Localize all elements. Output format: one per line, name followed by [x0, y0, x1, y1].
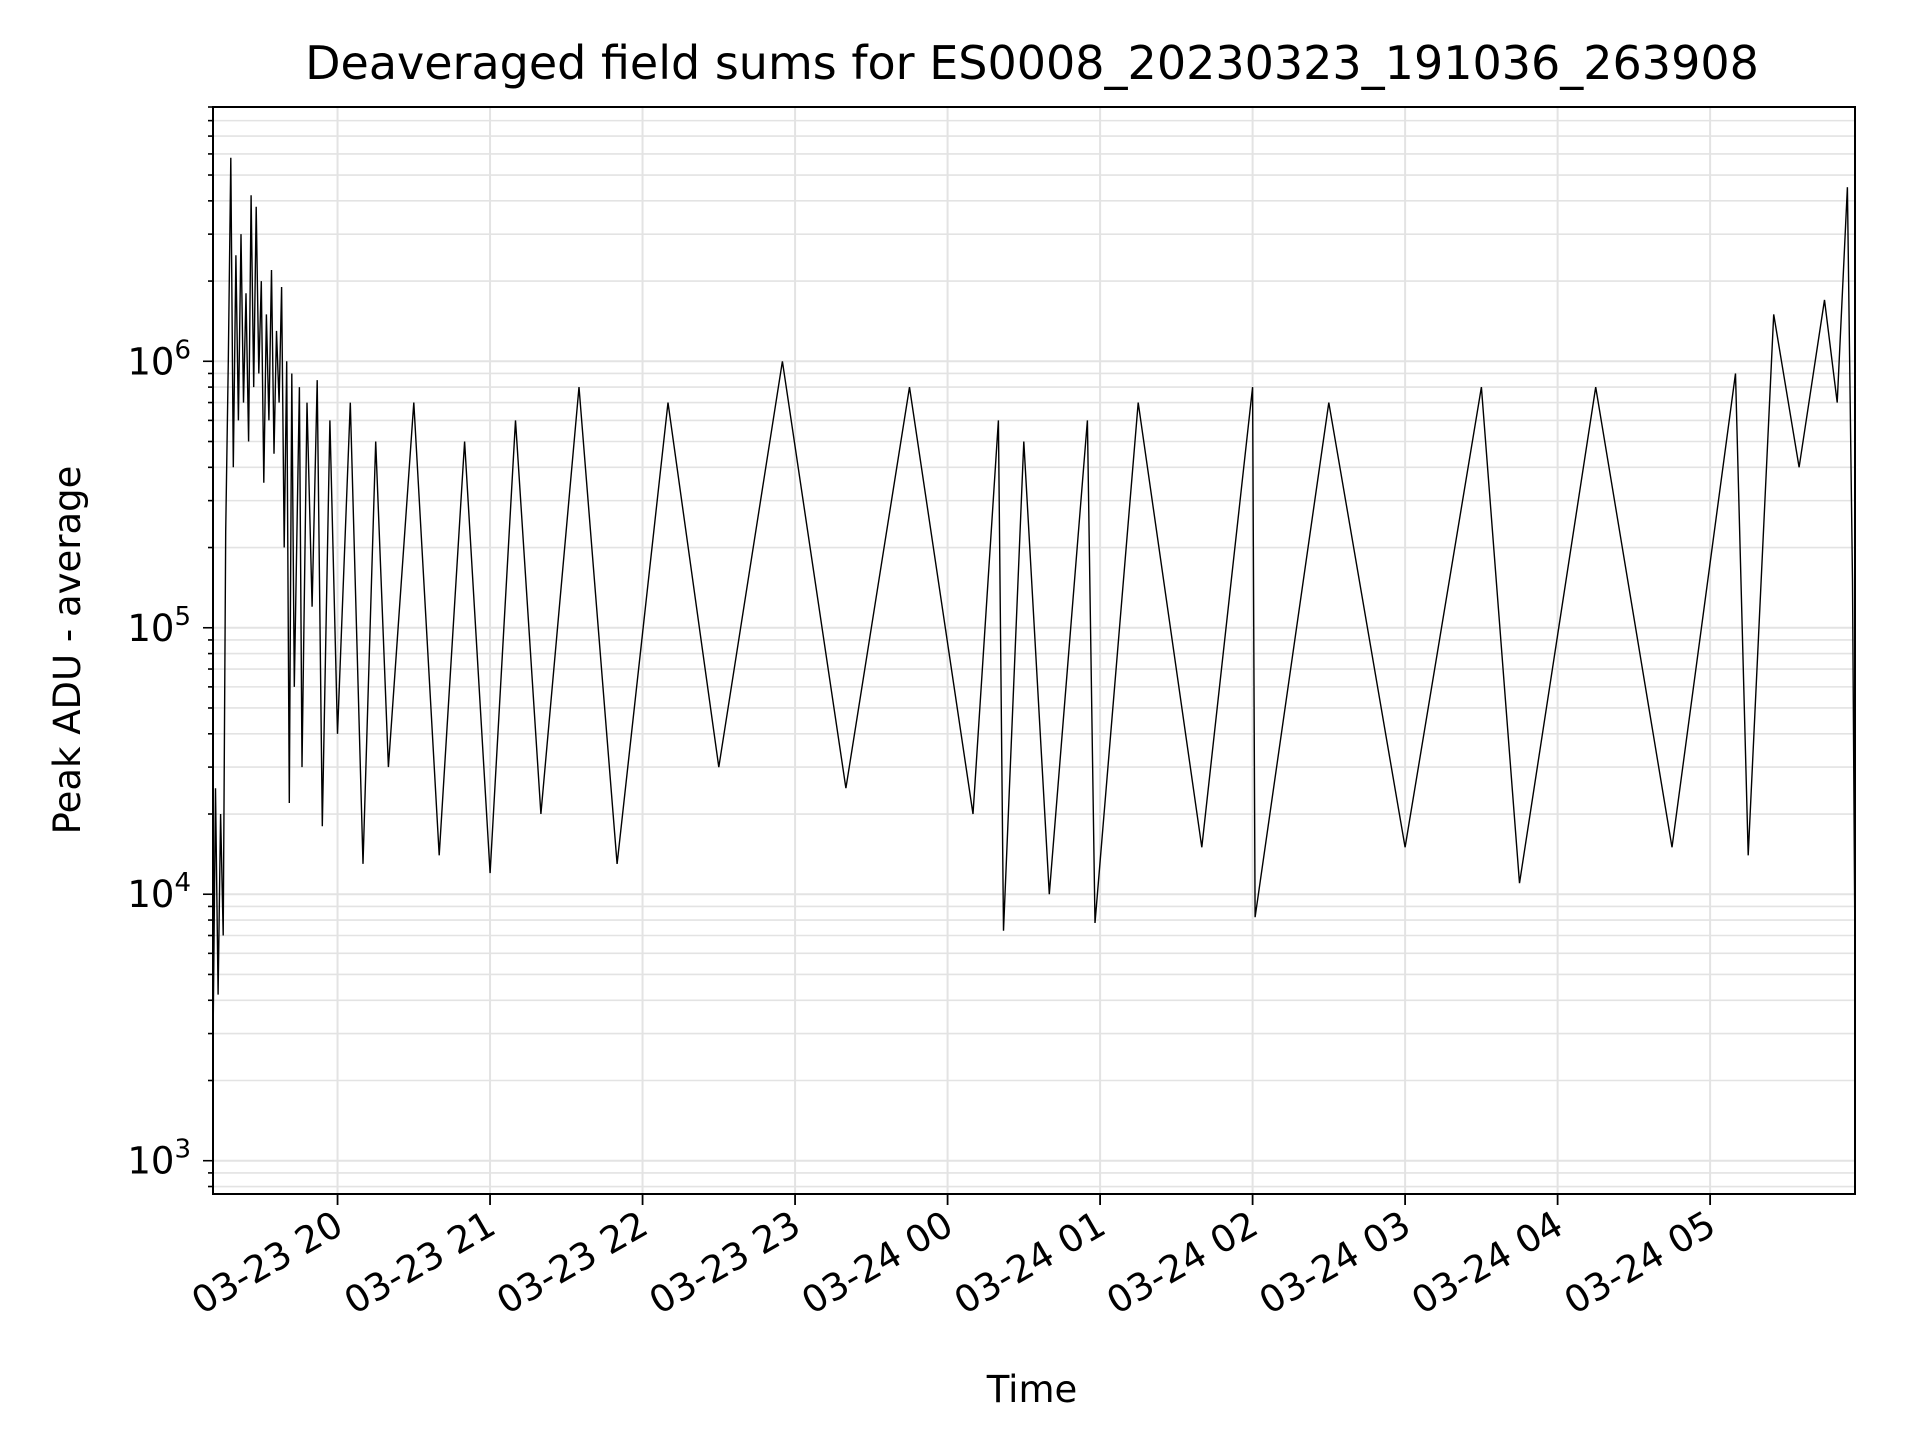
- y-tick-label: 105: [127, 602, 191, 650]
- plot-area-frame: [212, 106, 1856, 1195]
- series-layer: [212, 157, 1856, 1046]
- y-tick-label: 103: [127, 1135, 191, 1183]
- series-line: [212, 157, 1856, 1046]
- y-axis: 103 104 105 106: [127, 106, 213, 1188]
- y-tick-label: 106: [127, 335, 191, 383]
- x-axis-label: Time: [986, 1368, 1078, 1411]
- chart-title: Deaveraged field sums for ES0008_2023032…: [305, 36, 1759, 90]
- y-tick-label: 104: [127, 868, 191, 916]
- y-axis-label: Peak ADU - average: [46, 466, 89, 835]
